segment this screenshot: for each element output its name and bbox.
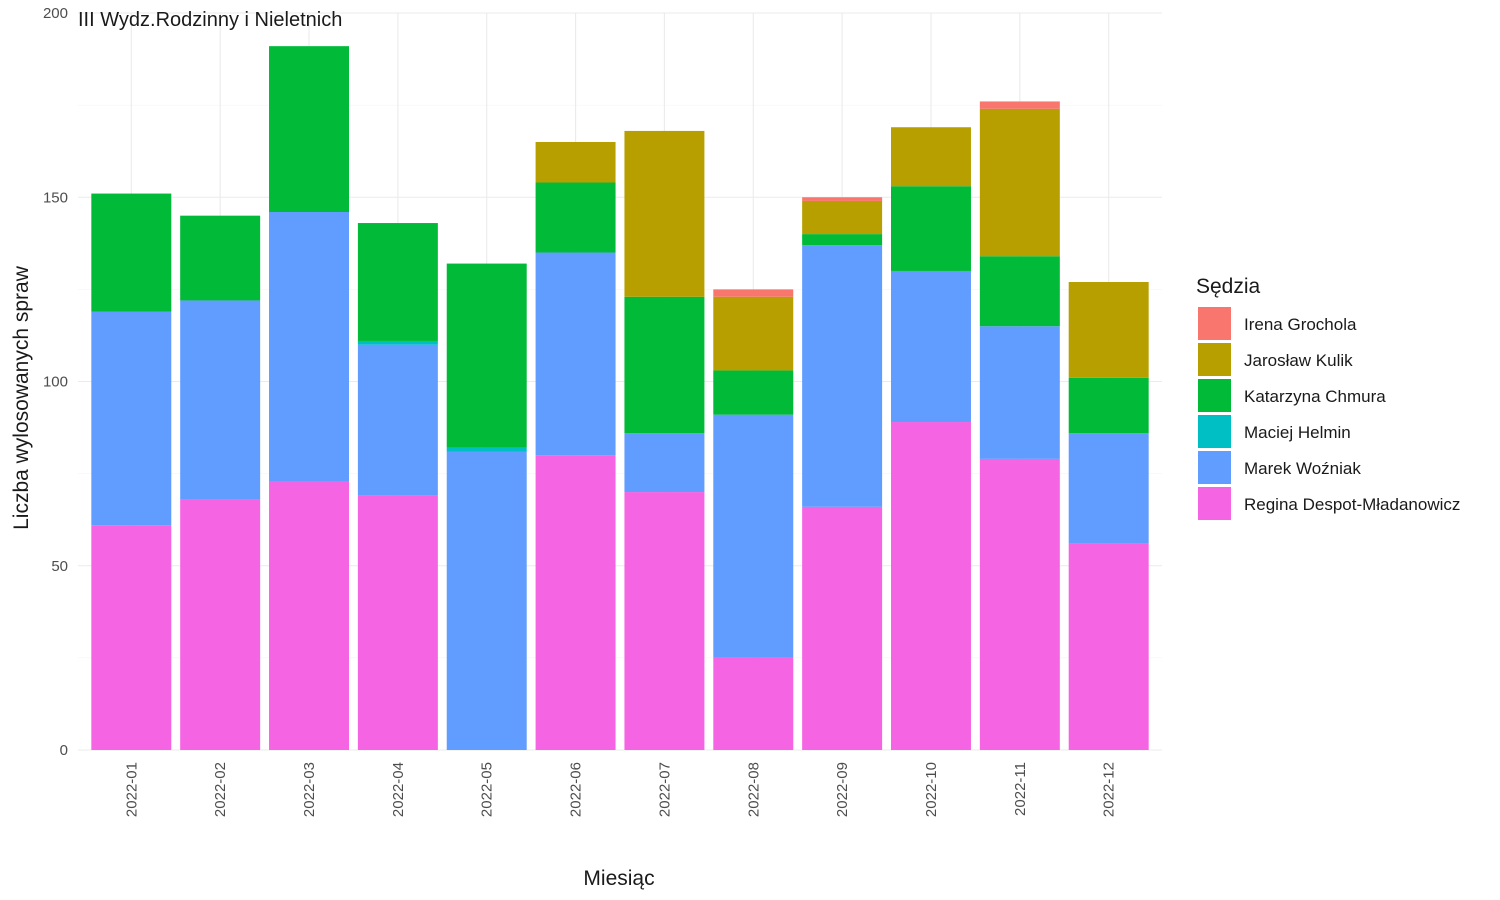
y-tick-label: 0 <box>60 742 68 759</box>
bar-segment <box>624 296 705 434</box>
bar-segment <box>624 492 705 750</box>
x-tick-label: 2022-06 <box>568 762 585 817</box>
x-tick-label: 2022-05 <box>479 762 496 817</box>
bar-segment <box>713 370 794 415</box>
bar-segment <box>357 340 438 345</box>
legend-swatch <box>1198 343 1231 376</box>
x-axis-title: Miesiąc <box>583 867 654 890</box>
y-tick-label: 100 <box>43 374 68 391</box>
bar-segment <box>91 193 172 312</box>
x-tick-label: 2022-09 <box>834 762 851 817</box>
bar-segment <box>535 182 616 253</box>
legend-label: Maciej Helmin <box>1244 423 1351 442</box>
bar-segment <box>180 499 261 750</box>
y-tick-label: 200 <box>43 5 68 22</box>
bar-segment <box>269 480 349 750</box>
bar-segment <box>802 197 883 201</box>
bar-segment <box>713 289 794 297</box>
bar-segment <box>269 211 349 481</box>
bar-segment <box>180 215 261 301</box>
bar-segment <box>891 186 971 271</box>
bar-segment <box>891 127 971 187</box>
legend-swatch <box>1198 307 1231 340</box>
x-tick-label: 2022-07 <box>656 762 673 817</box>
bar-segment <box>535 252 616 456</box>
bar-segment <box>802 234 883 246</box>
legend-label: Jarosław Kulik <box>1244 351 1353 370</box>
bar-segment <box>979 326 1060 459</box>
bar-segment <box>1068 282 1149 378</box>
bar-segment <box>1068 543 1149 750</box>
legend-label: Irena Grochola <box>1244 315 1357 334</box>
bar-segment <box>979 101 1060 109</box>
bar-segment <box>446 263 527 448</box>
y-axis-title: Liczba wylosowanych spraw <box>10 265 33 530</box>
plot-title: III Wydz.Rodzinny i Nieletnich <box>78 9 342 31</box>
x-tick-label: 2022-12 <box>1101 762 1118 817</box>
bar-segment <box>446 451 527 750</box>
legend-swatch <box>1198 451 1231 484</box>
legend: Sędzia Irena Grochola Jarosław Kulik Katar… <box>1196 275 1460 520</box>
y-tick-label: 150 <box>43 189 68 206</box>
x-tick-label: 2022-01 <box>123 762 140 817</box>
x-tick-label: 2022-11 <box>1012 762 1029 816</box>
legend-swatch <box>1198 415 1231 448</box>
legend-swatch <box>1198 487 1231 520</box>
bar-segment <box>802 200 883 235</box>
x-tick-label: 2022-04 <box>390 762 407 817</box>
y-tick-label: 50 <box>51 558 68 575</box>
bar-segment <box>1068 433 1149 544</box>
bar-segment <box>891 270 971 423</box>
x-tick-label: 2022-08 <box>745 762 762 817</box>
bar-segment <box>180 300 261 500</box>
legend-title: Sędzia <box>1196 275 1261 298</box>
bar-segment <box>624 130 705 297</box>
bar-segment <box>891 422 971 750</box>
bar-segment <box>535 455 616 750</box>
bars-layer <box>91 46 1149 750</box>
bar-segment <box>979 256 1060 327</box>
legend-swatch <box>1198 379 1231 412</box>
legend-label: Katarzyna Chmura <box>1244 387 1386 406</box>
bar-segment <box>624 433 705 493</box>
legend-items: Irena Grochola Jarosław Kulik Katarzyna Ch… <box>1198 307 1460 520</box>
bar-segment <box>979 458 1060 750</box>
x-tick-label: 2022-02 <box>212 762 229 817</box>
bar-segment <box>269 46 349 212</box>
bar-segment <box>357 223 438 341</box>
bar-segment <box>1068 377 1149 434</box>
x-tick-label: 2022-03 <box>301 762 318 817</box>
bar-segment <box>713 657 794 750</box>
bar-segment <box>91 525 172 750</box>
bar-segment <box>446 447 527 452</box>
legend-label: Regina Despot-Mładanowicz <box>1244 495 1460 514</box>
bar-segment <box>535 141 616 183</box>
bar-segment <box>357 495 438 750</box>
x-tick-label: 2022-10 <box>923 762 940 817</box>
bar-segment <box>357 344 438 496</box>
bar-segment <box>713 296 794 371</box>
legend-label: Marek Woźniak <box>1244 459 1361 478</box>
bar-segment <box>802 245 883 507</box>
bar-segment <box>91 311 172 526</box>
bar-segment <box>979 108 1060 257</box>
axis-layer: 0 50 100 150 200 2022-01 2022-02 2022-03 2022-04… <box>43 5 1118 817</box>
bar-segment <box>713 414 794 658</box>
bar-segment <box>802 506 883 750</box>
